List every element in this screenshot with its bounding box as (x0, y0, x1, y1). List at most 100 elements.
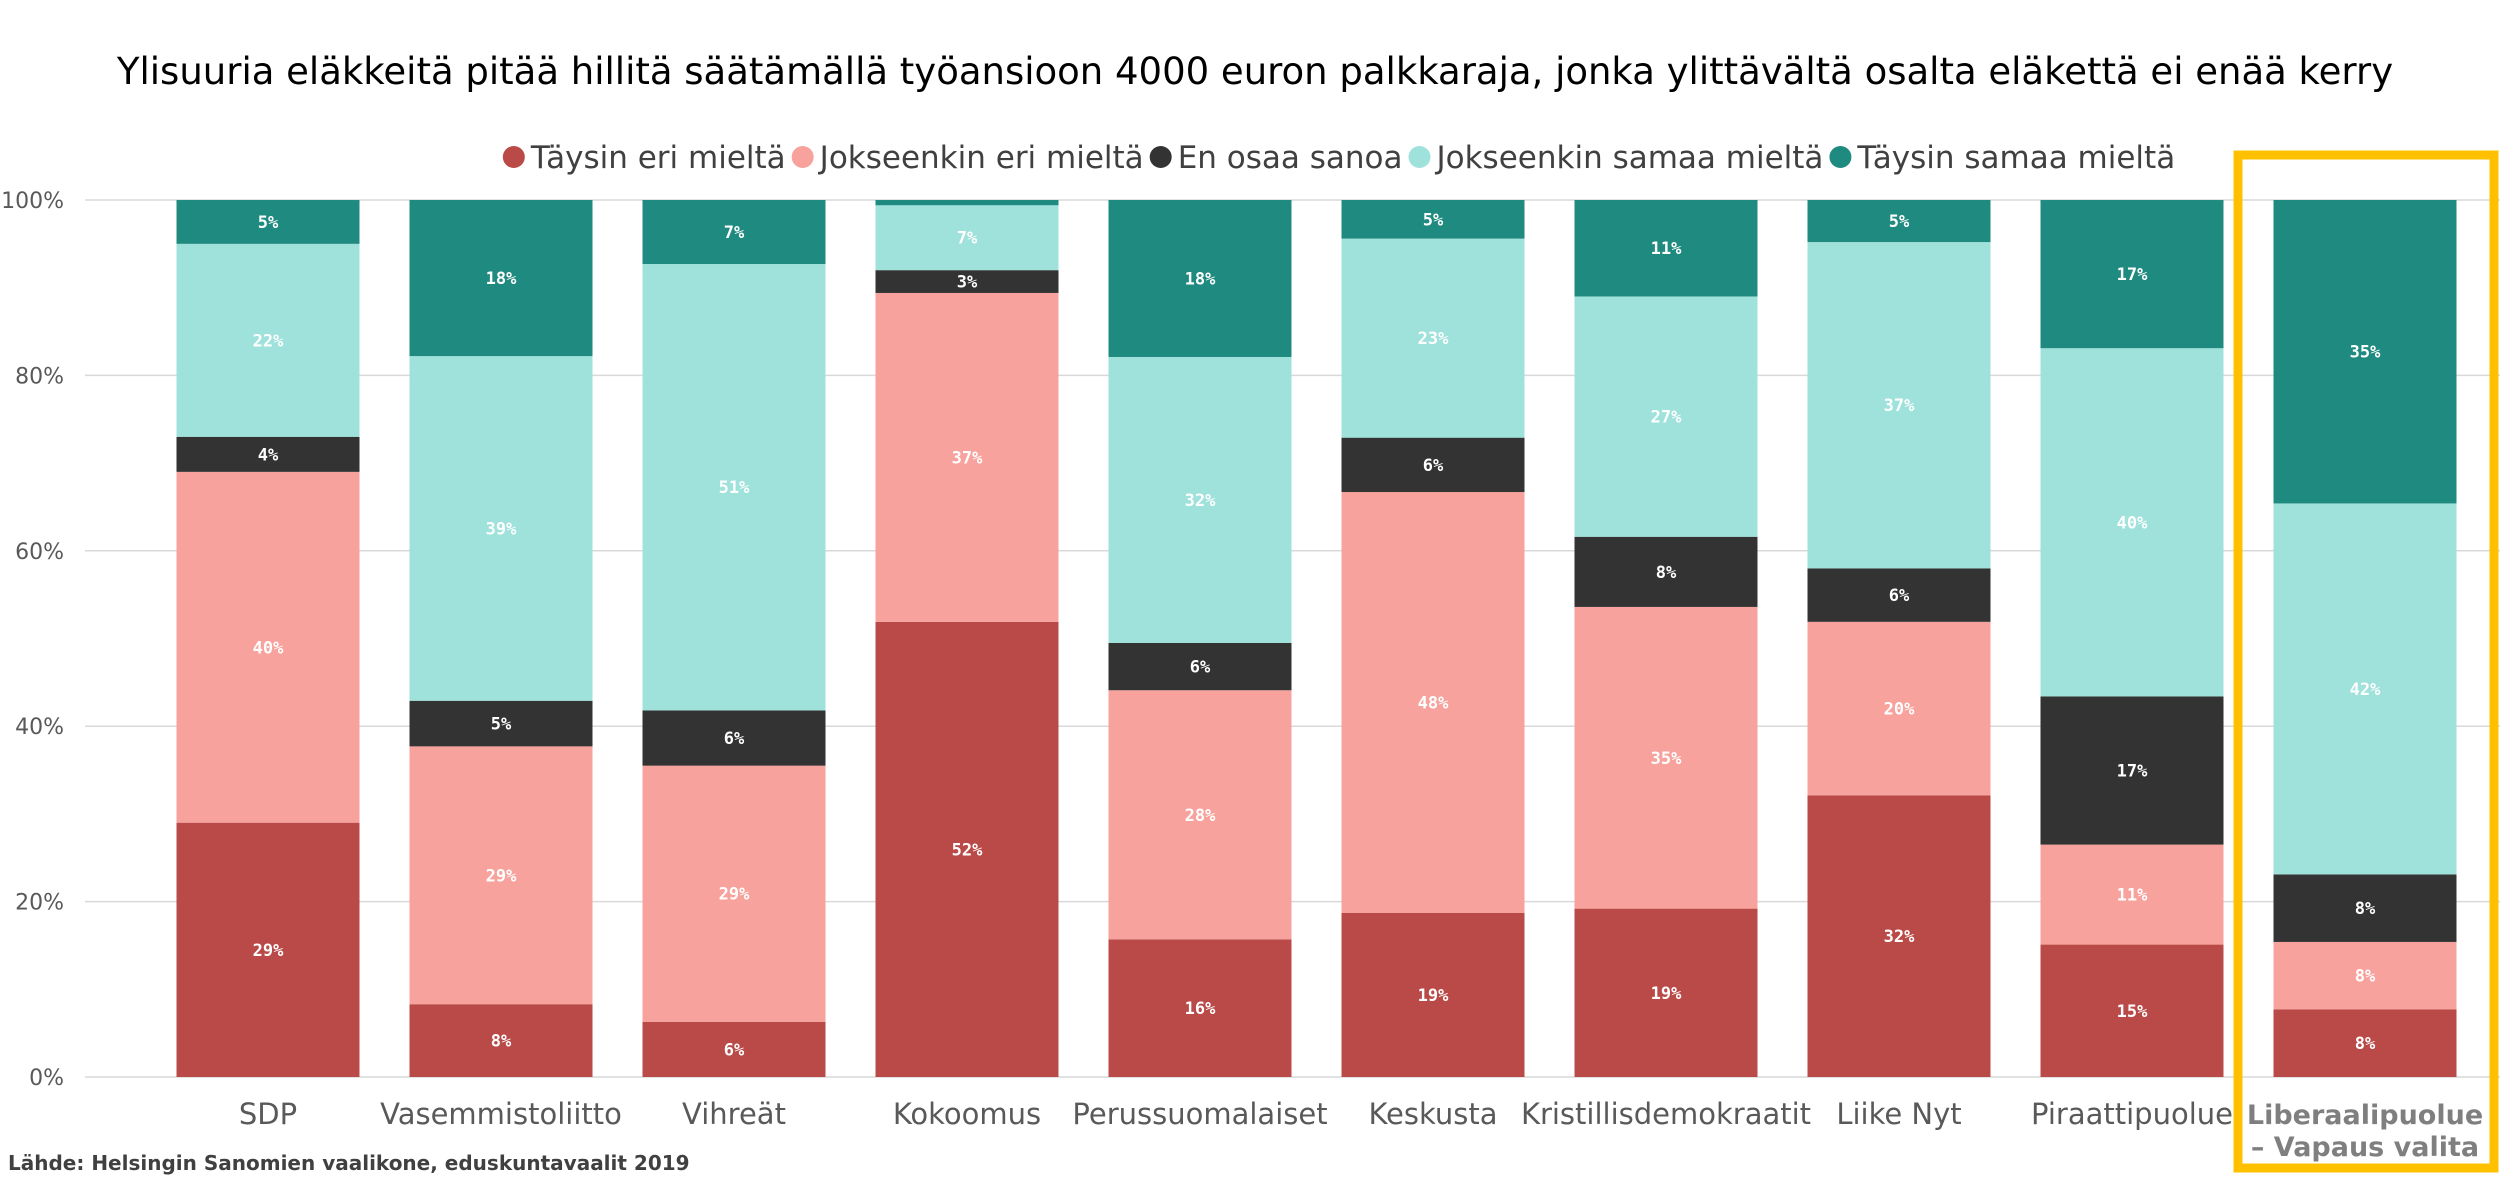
legend-label: Jokseenkin samaa mieltä (1435, 140, 1824, 176)
bar-segment-jokseenkin-eri-mielta (409, 746, 593, 1005)
data-label: 15% (2117, 1002, 2148, 1022)
data-label: 28% (1185, 806, 1216, 826)
data-label: 27% (1651, 408, 1682, 428)
data-label: 7% (957, 229, 978, 249)
x-tick-label: SDP (239, 1097, 297, 1131)
bar-segment-taysin-samaa-mielta (1108, 200, 1292, 357)
data-label: 32% (1884, 927, 1915, 947)
x-tick-label: Kristillisdemokraatit (1521, 1097, 1811, 1131)
data-label: 17% (2117, 265, 2148, 285)
data-label: 8% (491, 1032, 512, 1052)
bar-kokoomus: 52% 37% 3% 7% (875, 200, 1059, 1077)
bar-vihreat: 6% 29% 6% 51% 7% (642, 200, 826, 1077)
legend-label: Jokseenkin eri mieltä (818, 140, 1144, 176)
data-label: 19% (1651, 984, 1682, 1004)
bar-segment-en-osaa-sanoa (409, 700, 593, 747)
data-label: 8% (2355, 899, 2376, 919)
x-tick-label: – Vapaus valita (2251, 1132, 2479, 1163)
data-label: 20% (1884, 700, 1915, 720)
x-tick-label: Liberaalipuolue (2247, 1100, 2483, 1131)
legend-item-taysin-samaa-mielta: Täysin samaa mieltä (1829, 140, 2175, 176)
bar-segment-en-osaa-sanoa (875, 270, 1059, 293)
x-tick-label: Kokoomus (893, 1097, 1041, 1131)
bar-segment-jokseenkin-eri-mielta (176, 471, 360, 823)
data-label: 11% (2117, 886, 2148, 906)
data-label: 37% (952, 448, 983, 468)
data-label: 6% (1190, 658, 1211, 678)
data-label: 5% (1889, 212, 1910, 232)
bar-segment-taysin-samaa-mielta (1807, 200, 1991, 243)
legend-label: En osaa sanoa (1178, 140, 1403, 176)
bar-segment-taysin-samaa-mielta (176, 200, 360, 244)
x-tick-label: Liike Nyt (1836, 1097, 1961, 1131)
y-tick-label: 20% (15, 891, 64, 916)
bar-segment-taysin-eri-mielta (176, 822, 360, 1077)
bar-segment-taysin-samaa-mielta (1574, 200, 1758, 297)
legend-label: Täysin samaa mieltä (1856, 140, 2175, 176)
bar-segment-jokseenkin-eri-mielta (642, 765, 826, 1022)
x-tick-label: Vihreät (682, 1097, 786, 1131)
bar-segment-taysin-eri-mielta (2273, 1009, 2457, 1077)
bar-segment-en-osaa-sanoa (1108, 642, 1292, 691)
legend-swatch (502, 146, 525, 168)
legend-swatch (1408, 146, 1431, 168)
bar-segment-jokseenkin-eri-mielta (875, 292, 1059, 622)
bar-segment-jokseenkin-samaa-mielta (2273, 503, 2457, 875)
bar-segment-jokseenkin-samaa-mielta (1574, 296, 1758, 537)
data-label: 42% (2350, 680, 2381, 700)
legend-swatch (1829, 146, 1852, 168)
data-label: 4% (258, 445, 279, 465)
bar-segment-jokseenkin-eri-mielta (1341, 492, 1525, 914)
bar-segment-jokseenkin-samaa-mielta (1807, 242, 1991, 569)
data-label: 32% (1185, 491, 1216, 511)
data-label: 11% (1651, 239, 1682, 259)
data-label: 3% (957, 273, 978, 293)
bar-segment-taysin-eri-mielta (1108, 939, 1292, 1077)
bar-segment-jokseenkin-eri-mielta (1108, 690, 1292, 940)
bar-segment-taysin-samaa-mielta (2040, 200, 2224, 349)
data-label: 8% (1656, 563, 1677, 583)
bar-segment-taysin-samaa-mielta (1341, 200, 1525, 239)
legend-item-en-osaa-sanoa: En osaa sanoa (1149, 140, 1403, 176)
highlight-frame (2233, 150, 2499, 1173)
data-label: 17% (2117, 761, 2148, 781)
bar-segment-en-osaa-sanoa (2273, 874, 2457, 942)
y-tick-label: 60% (15, 540, 64, 565)
data-label: 39% (486, 519, 517, 539)
bar-segment-taysin-eri-mielta (1341, 913, 1525, 1077)
data-label: 8% (2355, 1034, 2376, 1054)
bar-segment-en-osaa-sanoa (1574, 536, 1758, 607)
bar-segment-jokseenkin-samaa-mielta (409, 356, 593, 701)
data-label: 18% (1185, 269, 1216, 289)
bars: 29%40%4%22%5%8%29%5%39%18%6%29%6%51%7%52… (176, 200, 2457, 1077)
data-label: 6% (1889, 586, 1910, 606)
bar-segment-jokseenkin-eri-mielta (1807, 621, 1991, 796)
bar-segment-jokseenkin-samaa-mielta (2040, 348, 2224, 697)
bar-sdp: 29% 40% 4% 22% 5% (176, 200, 360, 1077)
chart-title: Ylisuuria eläkkeitä pitää hillitä säätäm… (116, 50, 2393, 93)
bar-liberaalipuolue-vapaus-valita: 8% 8% 8% 42% 35% (2273, 200, 2457, 1077)
bar-keskusta: 19% 48% 6% 23% 5% (1341, 200, 1525, 1077)
bar-segment-en-osaa-sanoa (176, 436, 360, 472)
data-label: 7% (724, 223, 745, 243)
bar-segment-en-osaa-sanoa (1341, 437, 1525, 493)
data-label: 8% (2355, 967, 2376, 987)
bar-segment-jokseenkin-samaa-mielta (1108, 356, 1292, 643)
legend-item-jokseenkin-samaa-mielta: Jokseenkin samaa mieltä (1408, 140, 1824, 176)
data-label: 19% (1418, 986, 1449, 1006)
data-label: 22% (253, 331, 284, 351)
y-tick-label: 40% (15, 715, 64, 740)
data-label: 5% (258, 213, 279, 233)
bar-segment-taysin-eri-mielta (2040, 944, 2224, 1077)
bar-segment-en-osaa-sanoa (642, 710, 826, 766)
bar-kristillisdemokraatit: 19% 35% 8% 27% 11% (1574, 200, 1758, 1077)
data-label: 29% (719, 885, 750, 905)
source-note: Lähde: Helsingin Sanomien vaalikone, edu… (8, 1151, 690, 1175)
x-tick-label: Keskusta (1368, 1097, 1497, 1131)
data-label: 35% (2350, 343, 2381, 363)
data-label: 18% (486, 269, 517, 289)
bar-segment-jokseenkin-eri-mielta (2273, 941, 2457, 1010)
data-label: 5% (1423, 210, 1444, 230)
bar-segment-jokseenkin-samaa-mielta (642, 264, 826, 711)
